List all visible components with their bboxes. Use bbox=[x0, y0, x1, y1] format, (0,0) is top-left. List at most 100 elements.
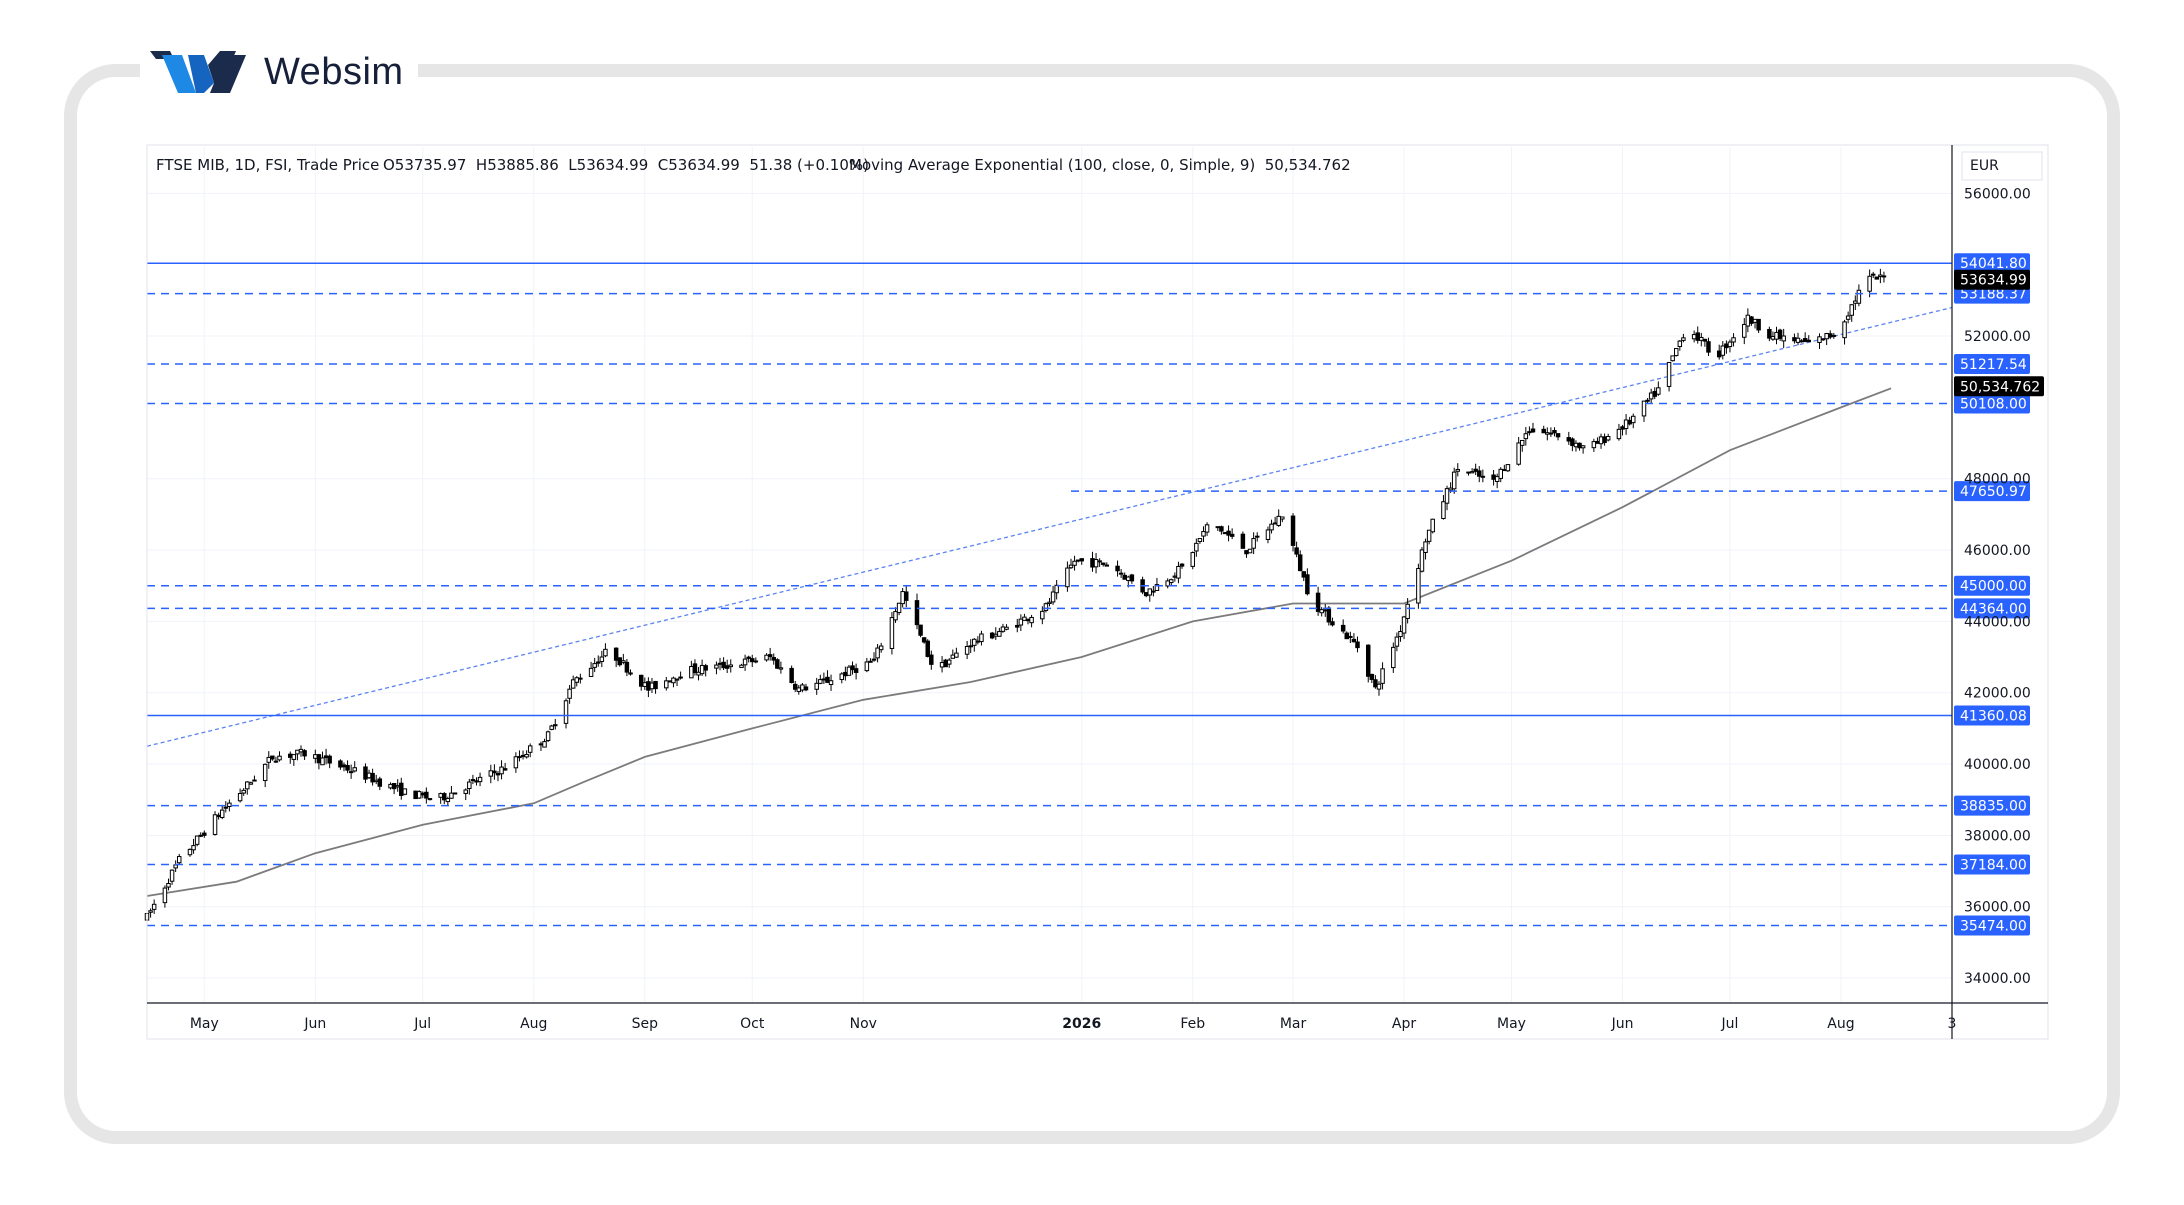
candle bbox=[245, 781, 250, 795]
candle-body bbox=[628, 672, 633, 675]
candle bbox=[1577, 442, 1582, 451]
candle-body bbox=[964, 645, 970, 655]
candle-body bbox=[664, 680, 669, 689]
candle bbox=[825, 670, 830, 683]
candle-body bbox=[1799, 340, 1804, 343]
candle-body bbox=[1330, 621, 1335, 626]
candle-body bbox=[1552, 430, 1557, 434]
candle bbox=[1419, 547, 1425, 573]
candle-body bbox=[592, 663, 597, 668]
candle-body bbox=[1874, 276, 1880, 280]
candle bbox=[1072, 555, 1077, 571]
candle-body bbox=[377, 778, 383, 787]
candle-body bbox=[714, 664, 719, 669]
candle bbox=[646, 677, 651, 698]
level-label-bg bbox=[1954, 854, 2030, 875]
candle-body bbox=[352, 767, 357, 772]
candle-body bbox=[638, 674, 644, 687]
brand-logo: Websim bbox=[140, 40, 418, 104]
candle-body bbox=[578, 677, 583, 680]
candle-body bbox=[771, 657, 776, 661]
candle bbox=[1097, 558, 1102, 567]
candle bbox=[1673, 348, 1679, 357]
candle-body bbox=[420, 792, 426, 796]
candle bbox=[1100, 562, 1106, 567]
candle bbox=[1824, 332, 1829, 346]
candle bbox=[1648, 388, 1654, 404]
candle bbox=[270, 755, 275, 761]
candle-body bbox=[1749, 316, 1754, 324]
candle bbox=[1340, 619, 1346, 634]
candle bbox=[1677, 339, 1683, 351]
candle bbox=[1842, 319, 1847, 345]
candle bbox=[467, 778, 472, 795]
level-label-bg bbox=[1954, 575, 2030, 596]
candle bbox=[950, 649, 956, 659]
candle-body bbox=[1423, 541, 1428, 553]
candle-body bbox=[868, 660, 873, 663]
candle bbox=[1716, 344, 1722, 360]
candle bbox=[173, 860, 178, 873]
candle-body bbox=[993, 633, 999, 637]
candle-body bbox=[1265, 529, 1271, 540]
candle bbox=[1043, 602, 1049, 613]
candle bbox=[954, 647, 959, 658]
candle-body bbox=[875, 647, 880, 659]
candle-body bbox=[1577, 442, 1582, 449]
candle bbox=[1430, 518, 1435, 534]
candle-body bbox=[896, 602, 902, 614]
candle-body bbox=[1580, 445, 1586, 449]
candle-body bbox=[327, 755, 332, 764]
candle-body bbox=[1716, 350, 1722, 358]
candle-body bbox=[1029, 616, 1034, 624]
candle bbox=[1874, 276, 1880, 280]
candle-body bbox=[1015, 624, 1020, 628]
candle bbox=[373, 774, 379, 785]
candle-body bbox=[1000, 626, 1006, 632]
candle bbox=[1201, 526, 1206, 543]
candle-body bbox=[642, 682, 648, 687]
candle bbox=[1720, 341, 1726, 360]
candle-body bbox=[1201, 531, 1206, 537]
candle bbox=[166, 878, 171, 891]
candle-body bbox=[624, 661, 630, 673]
candle-body bbox=[621, 660, 626, 663]
candle-body bbox=[545, 731, 551, 742]
candle-body bbox=[245, 781, 250, 790]
candle bbox=[1405, 598, 1410, 624]
y-tick-label: 34000.00 bbox=[1964, 971, 2031, 987]
candle bbox=[191, 838, 196, 854]
candle-body bbox=[871, 658, 877, 661]
candle bbox=[194, 835, 200, 847]
candle bbox=[1541, 425, 1546, 434]
candle bbox=[803, 683, 809, 692]
candle bbox=[1856, 284, 1862, 307]
candle-body bbox=[416, 791, 422, 799]
candle-body bbox=[914, 600, 920, 626]
candle bbox=[993, 627, 999, 640]
candle bbox=[828, 674, 834, 691]
candle bbox=[520, 750, 526, 760]
candle bbox=[277, 751, 282, 762]
candle bbox=[399, 777, 404, 800]
candle bbox=[198, 832, 203, 838]
x-tick-label: Jul bbox=[1721, 1016, 1739, 1032]
candle-body bbox=[1022, 616, 1027, 621]
candle bbox=[313, 749, 318, 764]
candle-body bbox=[499, 766, 504, 775]
candle bbox=[946, 658, 952, 668]
candle-body bbox=[671, 677, 676, 684]
candle-body bbox=[1605, 436, 1611, 441]
candle bbox=[871, 652, 877, 662]
candle-body bbox=[1097, 560, 1102, 563]
candle-body bbox=[1541, 428, 1546, 434]
candle-body bbox=[1391, 646, 1396, 669]
candle bbox=[778, 661, 784, 674]
candle bbox=[1702, 338, 1708, 347]
candle bbox=[699, 659, 705, 676]
candle bbox=[1602, 433, 1607, 446]
candle-body bbox=[746, 656, 751, 659]
candle bbox=[638, 674, 644, 691]
candle bbox=[1151, 585, 1156, 597]
candle-body bbox=[789, 667, 794, 684]
